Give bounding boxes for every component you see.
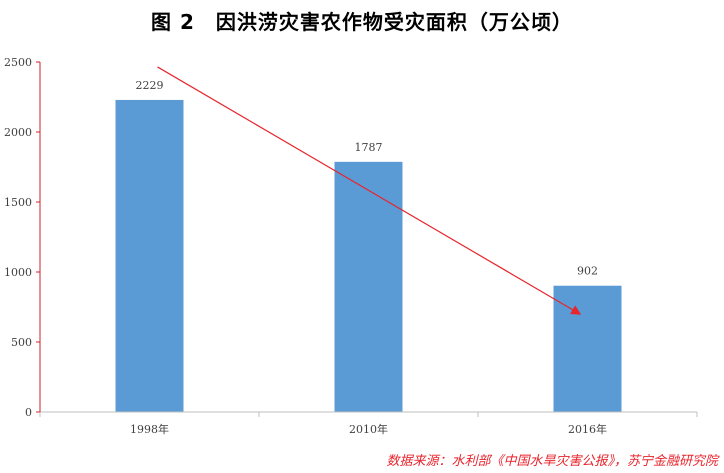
bar xyxy=(334,161,403,412)
data-label: 902 xyxy=(577,265,598,278)
y-tick-label: 500 xyxy=(11,336,32,349)
x-tick-label: 1998年 xyxy=(130,422,169,436)
chart-title: 图 2 因洪涝灾害农作物受灾面积（万公顷） xyxy=(151,10,573,34)
source-note: 数据来源：水利部《中国水旱灾害公报》，苏宁金融研究院 xyxy=(386,454,718,469)
y-tick-label: 1500 xyxy=(4,196,32,209)
bar xyxy=(553,285,622,412)
y-tick-label: 2500 xyxy=(4,56,32,69)
trend-arrow xyxy=(157,66,582,315)
y-tick-label: 1000 xyxy=(4,266,32,279)
data-label: 1787 xyxy=(355,141,383,154)
x-tick-label: 2010年 xyxy=(349,422,388,436)
bar xyxy=(115,99,184,412)
x-tick-label: 2016年 xyxy=(568,422,607,436)
y-tick-label: 2000 xyxy=(4,126,32,139)
data-label: 2229 xyxy=(136,79,164,92)
y-tick-label: 0 xyxy=(25,406,32,419)
